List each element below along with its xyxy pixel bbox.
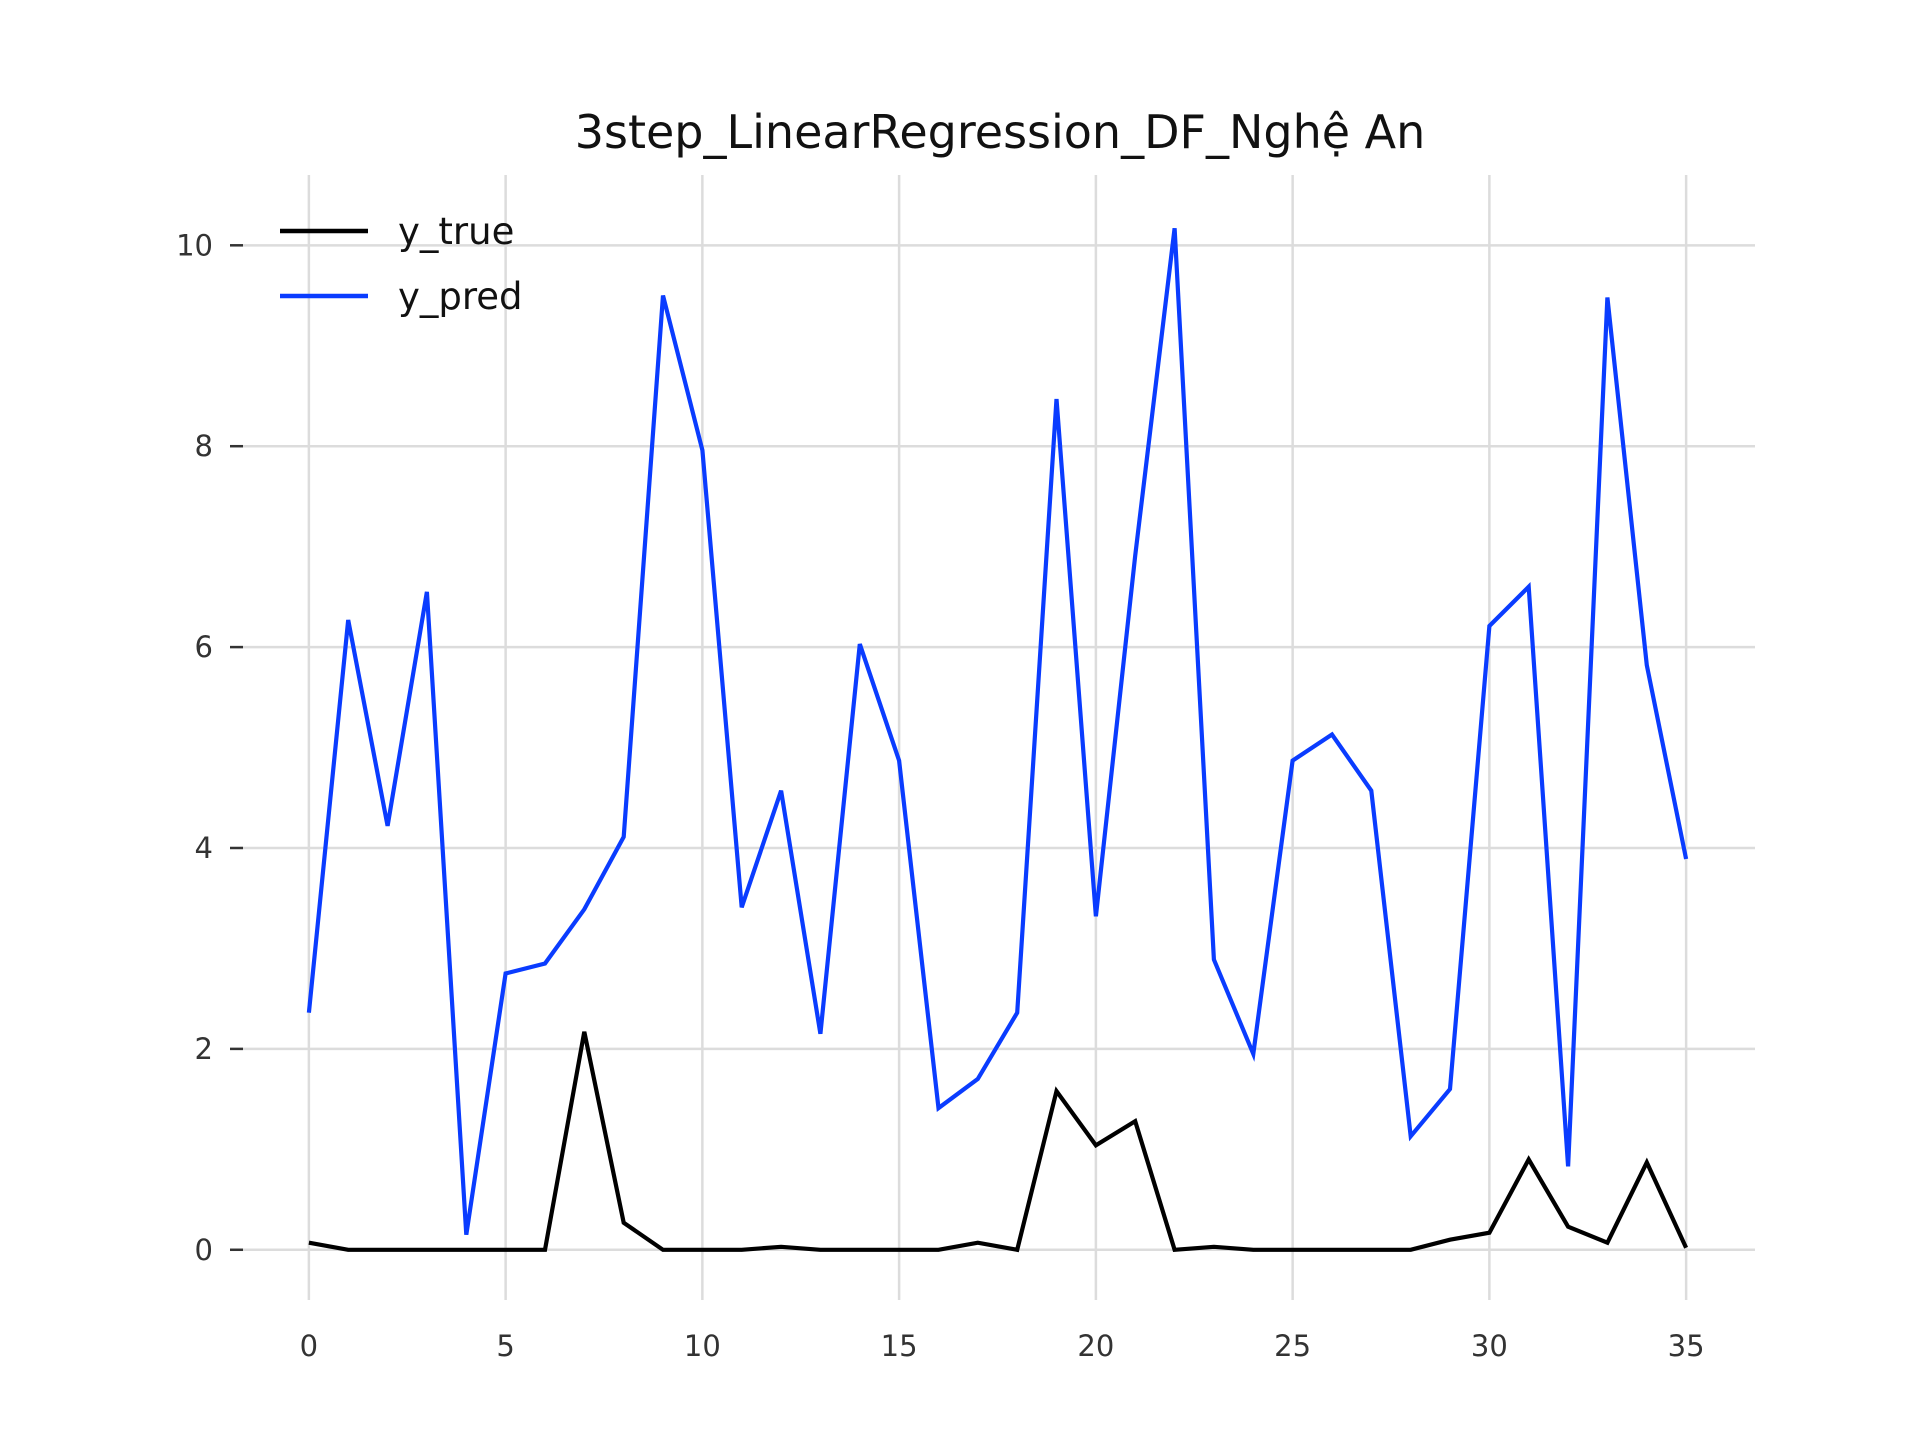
y-tick-label: 2 xyxy=(195,1032,213,1066)
y-tick-label: 10 xyxy=(176,228,213,262)
x-tick-label: 10 xyxy=(684,1329,721,1363)
y-tick-label: 8 xyxy=(195,429,213,463)
x-tick-label: 5 xyxy=(496,1329,514,1363)
legend-label-y-pred: y_pred xyxy=(398,275,523,318)
series-line-y-true xyxy=(308,1031,1689,1253)
y-tick-label: 0 xyxy=(195,1233,213,1267)
series-lines xyxy=(306,227,1689,1253)
axis-ticks: 0 5 10 15 20 25 30 35 0 2 4 6 8 10 xyxy=(176,228,1704,1363)
x-tick-label: 25 xyxy=(1274,1329,1311,1363)
legend-label-y-true: y_true xyxy=(398,210,514,253)
x-tick-label: 30 xyxy=(1471,1329,1508,1363)
x-tick-label: 35 xyxy=(1668,1329,1705,1363)
grid xyxy=(240,175,1755,1300)
y-tick-label: 4 xyxy=(195,831,213,865)
x-tick-label: 20 xyxy=(1077,1329,1114,1363)
chart-title: 3step_LinearRegression_DF_Nghệ An xyxy=(575,105,1426,159)
x-tick-label: 0 xyxy=(300,1329,318,1363)
y-tick-label: 6 xyxy=(195,630,213,664)
x-tick-label: 15 xyxy=(881,1329,918,1363)
series-line-y-pred xyxy=(306,227,1689,1236)
legend: y_true y_pred xyxy=(280,210,523,318)
